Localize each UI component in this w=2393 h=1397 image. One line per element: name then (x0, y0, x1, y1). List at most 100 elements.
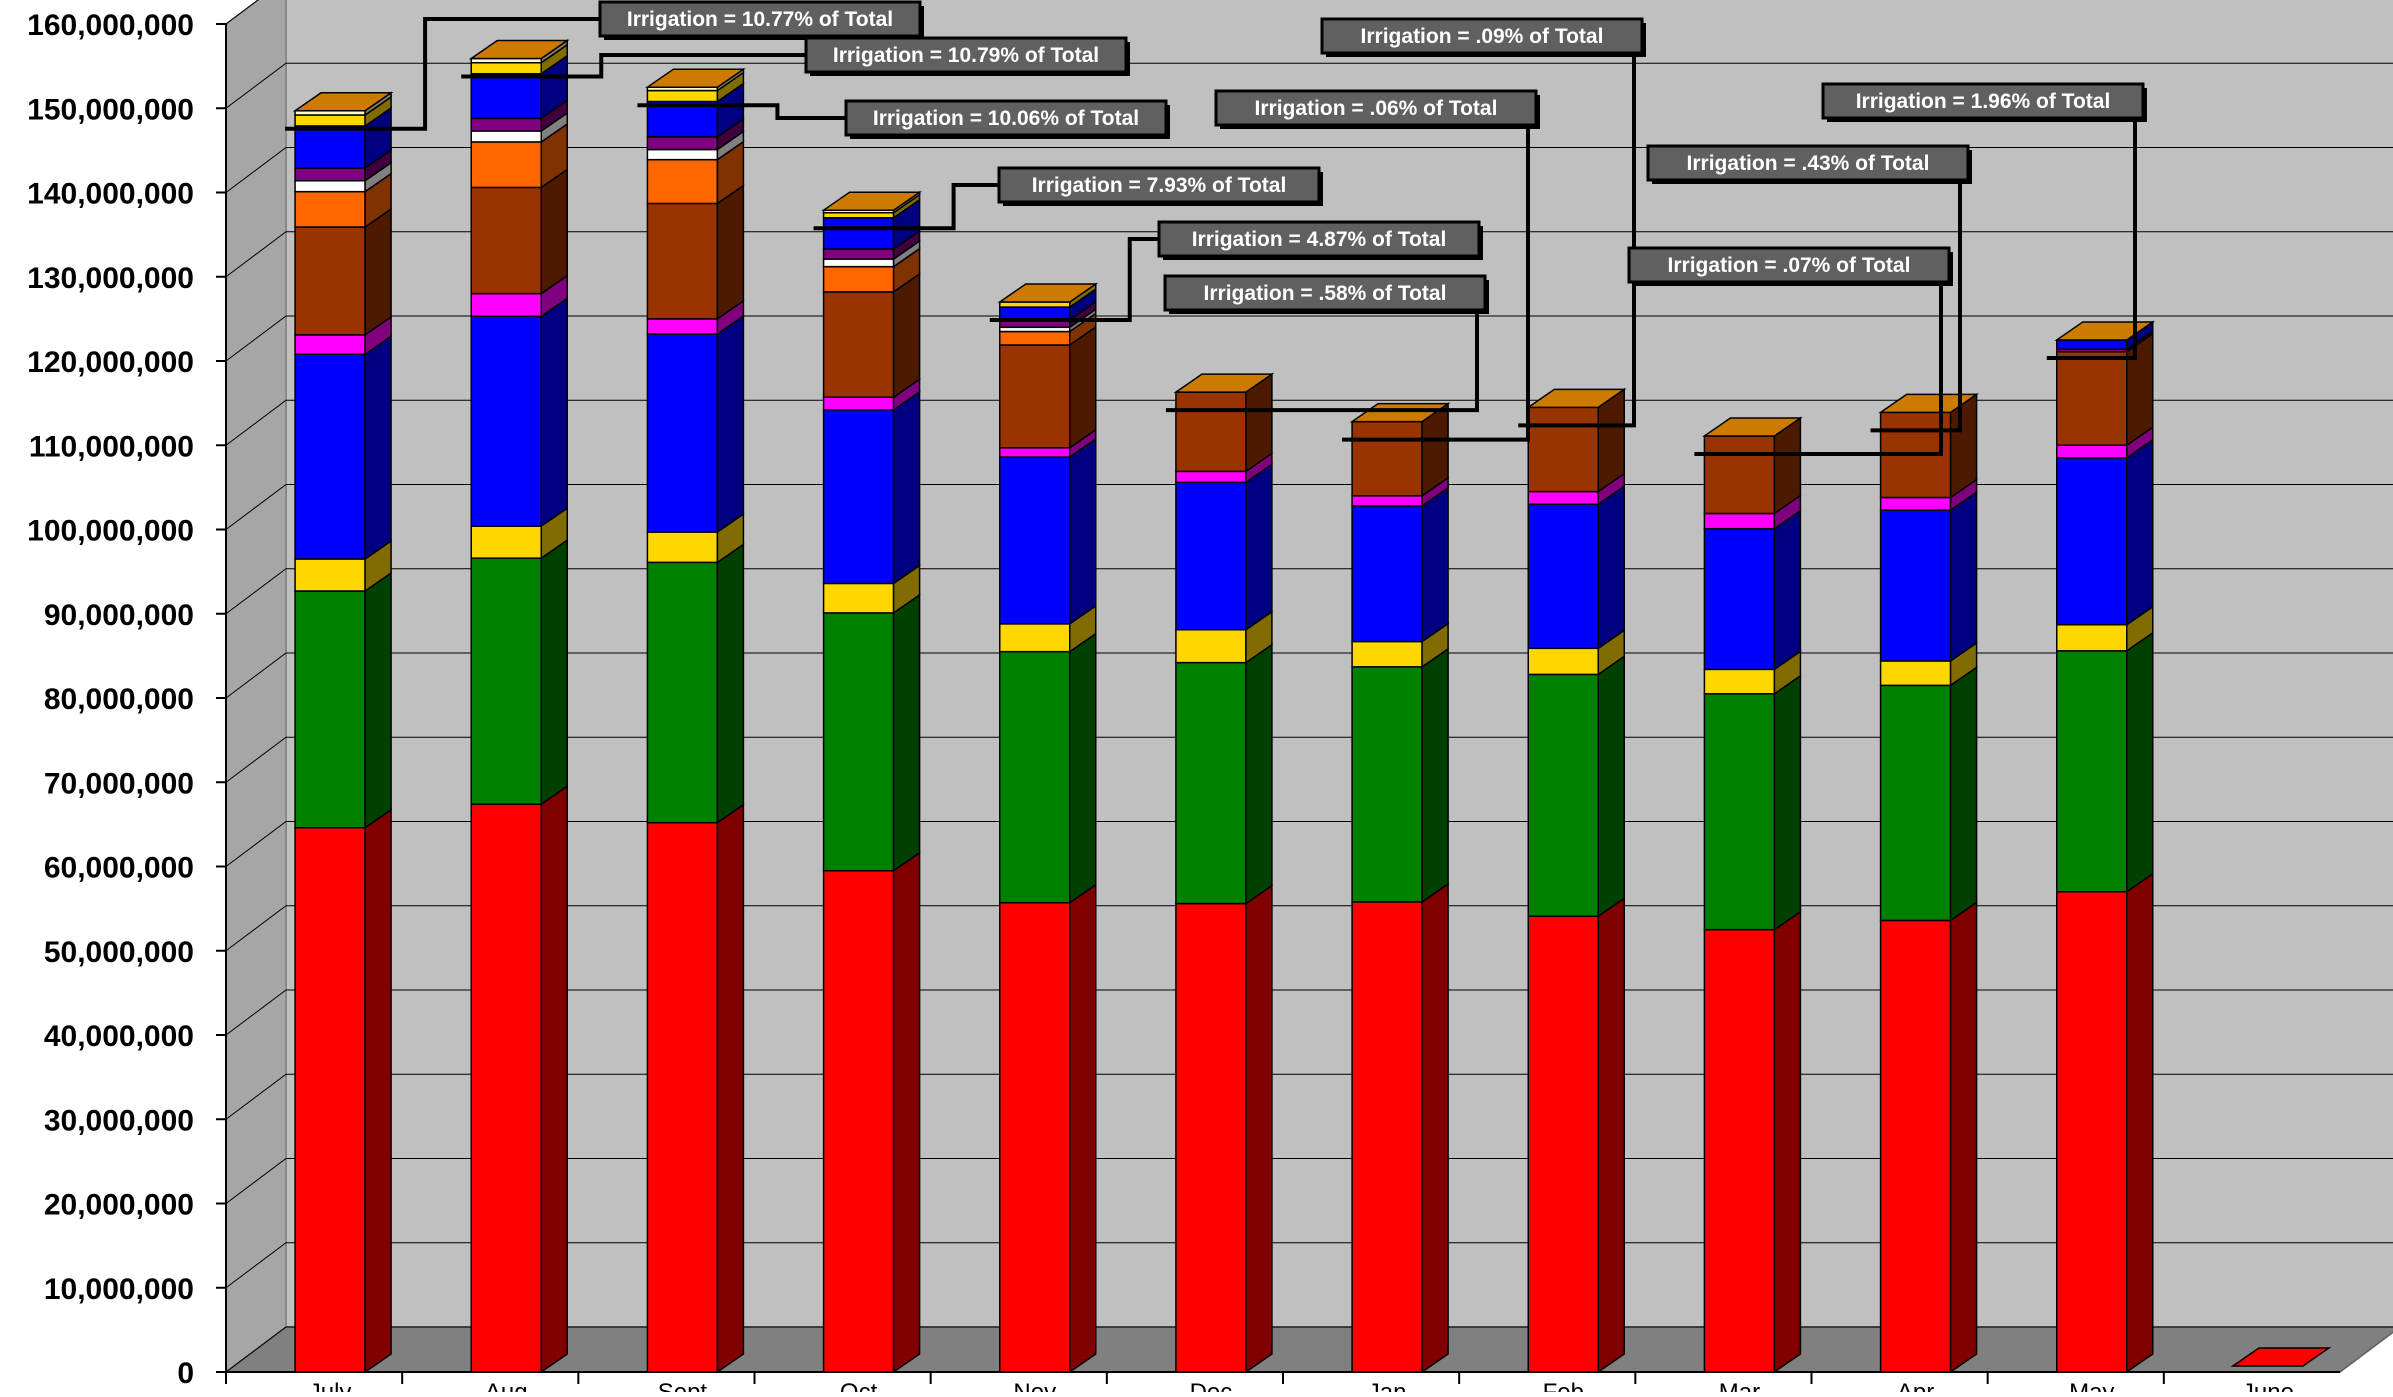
bar-segment-front (294, 125, 366, 169)
bar-segment-side (892, 272, 921, 399)
category-label: July (309, 1379, 352, 1392)
bar-segment (1703, 674, 1802, 932)
bar-segment (999, 325, 1097, 450)
category-label: Sept (658, 1379, 708, 1392)
annotation-label: Irrigation = .43% of Total (1687, 152, 1930, 175)
bar-segment-side (364, 571, 392, 830)
annotation-callout: Irrigation = 10.79% of Total (461, 36, 1130, 79)
y-tick-label: 120,000,000 (27, 346, 194, 379)
bar-top (821, 191, 922, 211)
bar-segment (822, 851, 921, 1374)
bar-segment-front (646, 158, 719, 205)
bar-segment-front (2056, 350, 2128, 447)
bar-segment-front (646, 148, 719, 161)
annotation-label: Irrigation = 10.77% of Total (627, 8, 893, 31)
bar-segment (294, 315, 392, 356)
bar-segment-front (646, 318, 719, 335)
bar-segment-front (1175, 470, 1247, 484)
bar-segment-front (999, 344, 1071, 449)
y-tick-label: 100,000,000 (27, 515, 194, 548)
side-wall (225, 0, 287, 1374)
bar-segment-front (1703, 693, 1776, 931)
bar-segment-front (1351, 666, 1423, 903)
annotation-callout: Irrigation = 1.96% of Total (1821, 82, 2147, 360)
gridline (225, 1242, 2393, 1289)
bar-segment-front (470, 62, 542, 75)
bar-segment-side (1069, 325, 1097, 450)
gridline (225, 905, 2393, 952)
bar-segment-side (1069, 437, 1097, 626)
bar-segment (2056, 631, 2154, 894)
bar-segment (1175, 610, 1273, 665)
bar-segment (294, 172, 392, 229)
bar-segment-front (470, 315, 542, 527)
gridline (225, 568, 2393, 615)
bar-segment-front (294, 826, 366, 1373)
bar-segment (1527, 628, 1625, 676)
chart-walls (223, 0, 2393, 1374)
bar-segment-front (822, 248, 895, 260)
bar-segment (470, 296, 568, 528)
bar-segment (1527, 472, 1625, 506)
annotation-callout: Irrigation = 10.77% of Total (285, 0, 924, 131)
annotation-label: Irrigation = 10.79% of Total (833, 44, 1099, 67)
gridline (225, 315, 2393, 362)
bar-segment-front (822, 265, 895, 293)
bar-segment-front (646, 202, 719, 320)
bar-segment (2056, 605, 2154, 653)
gridline (225, 989, 2393, 1036)
bar-segment (822, 593, 921, 873)
bar-segment-front (1527, 673, 1599, 917)
bar-segment-side (2126, 872, 2154, 1374)
bar-segment-front (999, 623, 1071, 653)
bar-stack (468, 39, 570, 1374)
y-tick-label: 140,000,000 (27, 178, 194, 211)
annotation-box (1646, 144, 1970, 182)
bar-segment (1527, 654, 1625, 918)
bar-top (1525, 388, 1627, 409)
annotation-leader (1870, 180, 1962, 433)
category-label: Feb (1543, 1379, 1584, 1392)
bar-segment (1527, 484, 1625, 650)
bar-segment (822, 247, 921, 294)
bar-top (2054, 321, 2156, 341)
bar-segment (1351, 402, 1449, 498)
bar-segment-front (1527, 490, 1599, 505)
bar-segment-front (822, 258, 895, 268)
bar-segment-front (999, 901, 1071, 1373)
bar-top (1878, 393, 1979, 414)
annotation-label: Irrigation = 7.93% of Total (1032, 174, 1287, 197)
bar-stack (1878, 392, 1979, 1374)
annotation-leader (637, 103, 846, 120)
annotation-box (1320, 17, 1644, 55)
y-tick-label: 10,000,000 (44, 1273, 194, 1306)
bar-segment (822, 390, 921, 585)
bar-top (468, 39, 570, 60)
bar-segment-front (646, 136, 719, 151)
annotation-label: Irrigation = .06% of Total (1255, 97, 1498, 120)
bar-segment-side (716, 314, 745, 534)
bar-segment-front (1351, 495, 1423, 507)
bar-segment-side (1773, 509, 1802, 671)
bar-segment-side (1245, 462, 1273, 632)
bar-segment (822, 563, 921, 615)
bar-segment-side (1421, 486, 1449, 643)
bar-segment-front (2056, 623, 2128, 652)
bar-segment-side (364, 334, 392, 561)
bar-segment-front (1703, 527, 1776, 671)
bar-segment-side (716, 803, 745, 1374)
gridline (225, 821, 2393, 867)
annotation-label: Irrigation = .09% of Total (1361, 25, 1604, 48)
gridline (225, 652, 2393, 699)
bar-segment-front (1703, 512, 1776, 530)
bar-segment-front (294, 558, 366, 592)
bar-segment-front (1175, 391, 1247, 473)
bar-segment-front (2056, 457, 2128, 626)
bar-segment-front (2056, 891, 2128, 1373)
bar-segment-front (2056, 339, 2128, 350)
bar-segment (2056, 438, 2154, 627)
annotation-box (1157, 220, 1481, 258)
bar-segment-front (294, 167, 366, 182)
gridline (225, 0, 259, 25)
bar-segment-front (294, 114, 366, 127)
